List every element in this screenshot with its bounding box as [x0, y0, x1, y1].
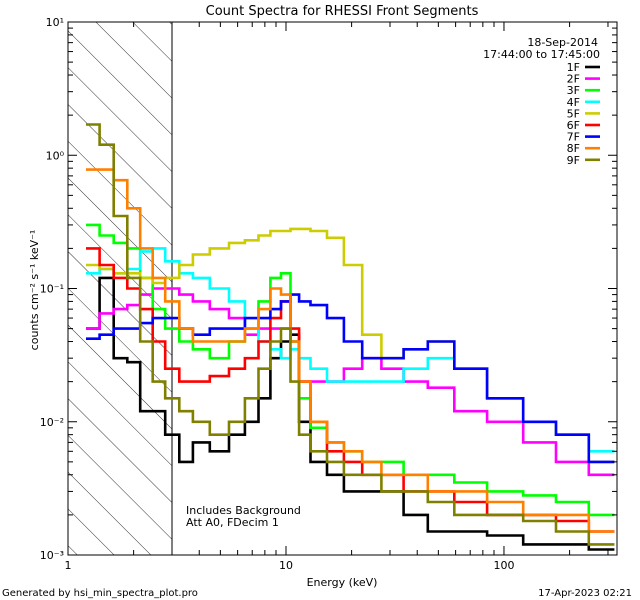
chart-title: Count Spectra for RHESSI Front Segments [206, 4, 479, 19]
legend-label: 3F [567, 84, 580, 97]
legend-label: 6F [567, 119, 580, 132]
legend-label: 8F [567, 142, 580, 155]
legend-label: 9F [567, 154, 580, 167]
legend-label: 5F [567, 107, 580, 120]
x-tick-label: 1 [65, 559, 72, 572]
footer-generated-by: Generated by hsi_min_spectra_plot.pro [2, 588, 198, 599]
y-axis-label: counts cm⁻² s⁻¹ keV⁻¹ [28, 230, 41, 351]
observation-date: 18-Sep-2014 [527, 36, 598, 49]
series-layer [86, 123, 615, 551]
footer-timestamp: 17-Apr-2023 02:21 [538, 588, 632, 599]
observation-time-range: 17:44:00 to 17:45:00 [483, 48, 600, 61]
series-line-9F [86, 123, 615, 546]
legend-label: 4F [567, 96, 580, 109]
legend-label: 2F [567, 73, 580, 86]
y-tick-label: 10⁻² [40, 416, 64, 429]
annotation-attenuator: Att A0, FDecim 1 [186, 516, 279, 529]
y-tick-label: 10¹ [46, 16, 64, 29]
legend-label: 1F [567, 61, 580, 74]
annotation-background: Includes Background [186, 504, 301, 517]
y-tick-label: 10⁰ [46, 149, 65, 162]
x-tick-label: 10 [279, 559, 293, 572]
y-tick-label: 10⁻¹ [40, 283, 64, 296]
series-line-8F [86, 168, 615, 533]
legend-label: 7F [567, 131, 580, 144]
x-tick-label: 100 [493, 559, 514, 572]
x-axis-label: Energy (keV) [307, 576, 378, 589]
axis-layer: 1 10 100 10⁻³ 10⁻² 10⁻¹ 10⁰ 10¹ [40, 16, 617, 572]
y-tick-label: 10⁻³ [40, 549, 64, 562]
